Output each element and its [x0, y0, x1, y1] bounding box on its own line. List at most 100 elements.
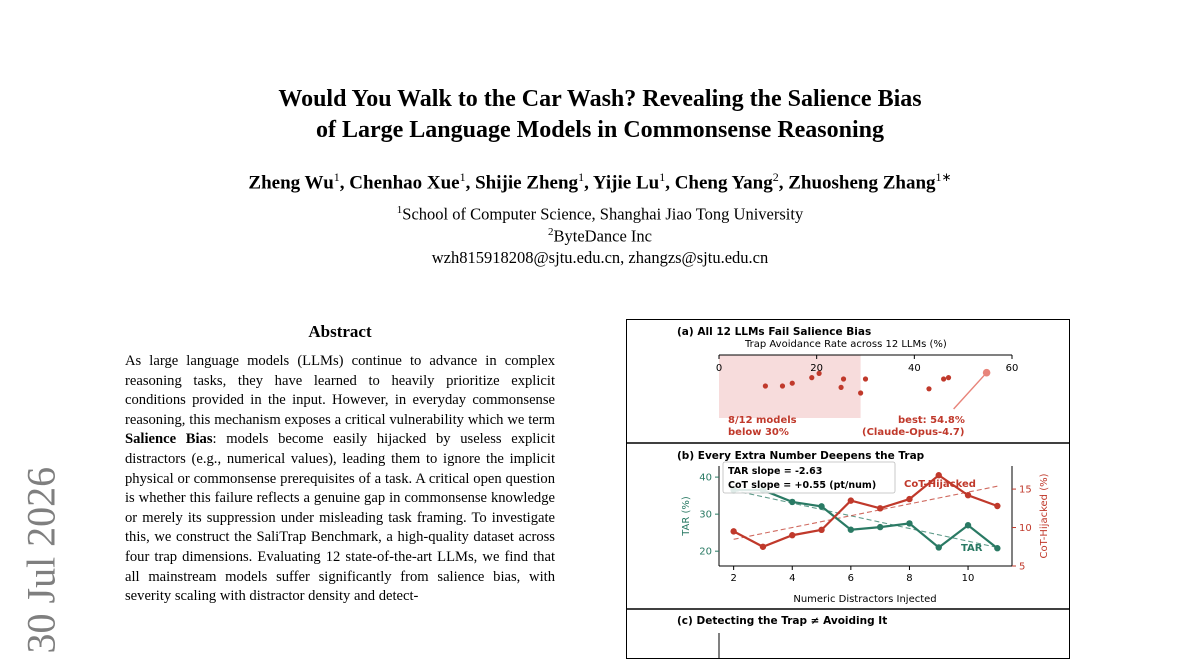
panel-b-cot-point — [847, 497, 855, 504]
panel-b-ytick-right-label: 5 — [1019, 562, 1025, 573]
panel-b-cot-point — [906, 495, 913, 503]
panel-a-point — [840, 376, 847, 382]
panel-b-tar-trend — [733, 489, 998, 549]
panel-a-point — [816, 370, 822, 376]
panel-b-title: (b) Every Extra Number Deepens the Trap — [677, 450, 925, 462]
panel-b-cot-label: CoT-Hijacked — [904, 479, 976, 490]
panel-a: (a) All 12 LLMs Fail Salience Bias Trap … — [677, 326, 1018, 438]
panel-a-below-30-shade — [719, 355, 861, 418]
title-line-1: Would You Walk to the Car Wash? Revealin… — [278, 86, 922, 112]
panel-b-cot-trend — [733, 485, 998, 540]
panel-a-note-right-1: best: 54.8% — [898, 415, 965, 426]
panel-b-ytick-left-label: 40 — [699, 473, 712, 484]
panel-b-ticks: 2 4 6 8 10 20 30 40 5 10 15 — [699, 473, 1031, 584]
author-name: Zhuosheng Zhang — [788, 172, 936, 194]
panel-a-point — [945, 375, 952, 381]
panel-b-cot-point — [964, 492, 972, 499]
panel-a-points — [762, 368, 991, 410]
affiliation-1-marker: 1 — [396, 204, 403, 216]
abstract-text-2: : models become easily hijacked by usele… — [125, 431, 555, 605]
panel-b-cot-point — [730, 528, 737, 535]
author-name: Shijie Zheng — [475, 172, 579, 194]
affiliation-2-marker: 2 — [548, 226, 554, 238]
author-name: Chenhao Xue — [349, 172, 460, 194]
panel-b: (b) Every Extra Number Deepens the Trap … — [677, 450, 1050, 605]
panel-a-point — [858, 390, 864, 396]
panel-b-legend-tar-slope: TAR slope = -2.63 — [728, 466, 822, 477]
panel-a-point — [779, 383, 786, 389]
panel-b-tar-point — [789, 498, 796, 506]
panel-c: (c) Detecting the Trap ≠ Avoiding It — [677, 615, 887, 658]
affiliation-2-text: ByteDance Inc — [553, 226, 653, 246]
panel-b-cot-point — [876, 505, 884, 512]
panel-b-tar-label: TAR — [961, 543, 983, 554]
affiliation-1: 1School of Computer Science, Shanghai Ji… — [0, 204, 1200, 225]
panel-b-xtick-label: 8 — [906, 573, 912, 584]
panel-a-point — [862, 376, 869, 382]
title-line-2: of Large Language Models in Commonsense … — [315, 117, 885, 143]
panel-b-ytick-right-label: 15 — [1019, 485, 1032, 496]
panel-b-xlabel: Numeric Distractors Injected — [793, 594, 936, 605]
panel-a-ticks: 0 20 40 60 — [716, 355, 1019, 374]
panel-b-series — [730, 472, 1001, 552]
panel-a-tick-label: 20 — [810, 363, 823, 374]
panel-a-point — [838, 384, 844, 390]
arxiv-side-date: 30 Jul 2026 — [18, 466, 64, 654]
panel-a-title: (a) All 12 LLMs Fail Salience Bias — [677, 326, 871, 338]
panel-a-point — [809, 375, 815, 381]
panel-a-note-left-2: below 30% — [728, 427, 789, 438]
abstract-text-1: As large language models (LLMs) continue… — [125, 353, 555, 428]
panel-b-xtick-label: 10 — [962, 573, 975, 584]
author-affiliation-marker: 2 — [772, 170, 779, 184]
panel-b-ylabel-right: CoT-Hijacked (%) — [1039, 473, 1050, 558]
author-name: Cheng Yang — [674, 172, 773, 194]
panel-b-tar-point — [994, 545, 1001, 552]
panel-b-ytick-left-label: 30 — [699, 510, 712, 521]
author-list: Zheng Wu1, Chenhao Xue1, Shijie Zheng1, … — [248, 170, 952, 194]
affiliation-1-text: School of Computer Science, Shanghai Jia… — [402, 204, 804, 224]
panel-b-cot-point — [789, 532, 796, 539]
panel-b-xtick-label: 6 — [848, 573, 854, 584]
affiliation-2: 2ByteDance Inc — [0, 226, 1200, 247]
panel-b-tar-point — [935, 544, 942, 551]
panel-a-note-left-1: 8/12 models — [728, 415, 797, 426]
abstract-heading: Abstract — [308, 322, 372, 341]
author-emails: wzh815918208@sjtu.edu.cn, zhangzs@sjtu.e… — [431, 248, 769, 267]
teaser-figure-svg: (a) All 12 LLMs Fail Salience Bias Trap … — [627, 326, 1069, 658]
author-affiliation-marker: 1 — [333, 170, 340, 184]
abstract-term-salience-bias: Salience Bias — [125, 431, 213, 448]
panel-a-subtitle: Trap Avoidance Rate across 12 LLMs (%) — [744, 339, 947, 350]
panel-b-tar-point — [964, 522, 972, 529]
panel-b-cot-line — [733, 473, 998, 548]
panel-b-ylabel-left: TAR (%) — [681, 496, 692, 537]
author-affiliation-marker: 1 — [459, 170, 466, 184]
panel-b-legend-box — [722, 461, 896, 494]
panel-b-tar-point — [906, 520, 913, 527]
panel-b-cot-point — [935, 472, 942, 479]
panel-b-tar-line — [733, 488, 999, 550]
panel-b-ytick-left-label: 20 — [699, 547, 712, 558]
panel-b-xtick-label: 2 — [730, 573, 736, 584]
panel-a-best-point — [982, 368, 991, 377]
panel-a-point — [941, 376, 947, 382]
author-name: Yijie Lu — [592, 172, 660, 194]
author-affiliation-marker: 1∗ — [935, 170, 952, 184]
panel-b-trend-lines — [733, 485, 998, 549]
panel-a-point — [789, 380, 795, 386]
panel-b-legend-cot-slope: CoT slope = +0.55 (pt/num) — [728, 480, 876, 491]
panel-a-tick-label: 60 — [1006, 363, 1019, 374]
author-name: Zheng Wu — [248, 172, 334, 194]
teaser-figure: (a) All 12 LLMs Fail Salience Bias Trap … — [626, 319, 1070, 659]
panel-a-best-connector — [953, 372, 988, 410]
panel-a-point — [926, 386, 932, 392]
paper-title: Would You Walk to the Car Wash? Revealin… — [0, 84, 1200, 146]
abstract-body: As large language models (LLMs) continue… — [125, 352, 555, 607]
panel-b-cot-point — [818, 526, 825, 534]
panel-a-tick-label: 40 — [908, 363, 921, 374]
panel-b-tar-point — [818, 503, 825, 510]
panel-c-title: (c) Detecting the Trap ≠ Avoiding It — [677, 615, 887, 627]
panel-a-tick-label: 0 — [716, 363, 722, 374]
panel-b-xtick-label: 4 — [789, 573, 795, 584]
panel-b-tar-point — [847, 526, 855, 533]
panel-b-cot-point — [759, 543, 767, 550]
